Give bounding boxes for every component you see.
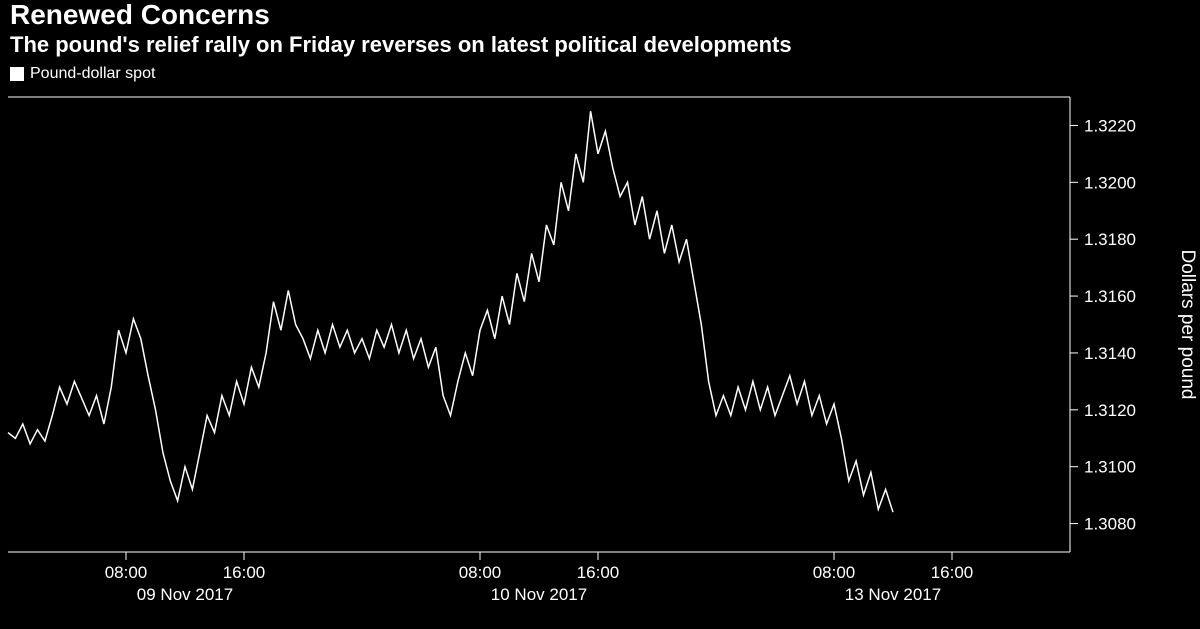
svg-text:Dollars per pound: Dollars per pound — [1177, 249, 1198, 399]
legend-label: Pound-dollar spot — [30, 65, 155, 83]
chart-subtitle: The pound's relief rally on Friday rever… — [10, 33, 1190, 57]
legend-swatch — [10, 67, 24, 81]
svg-text:16:00: 16:00 — [931, 563, 974, 582]
svg-text:13 Nov 2017: 13 Nov 2017 — [845, 585, 941, 604]
svg-text:1.3220: 1.3220 — [1084, 116, 1136, 135]
svg-text:10 Nov 2017: 10 Nov 2017 — [491, 585, 587, 604]
svg-text:1.3100: 1.3100 — [1084, 458, 1136, 477]
svg-text:08:00: 08:00 — [459, 563, 502, 582]
line-chart: 1.3080 1.3100 1.3120 1.3140 1.3160 1.3180 1.32… — [0, 87, 1200, 617]
svg-text:09 Nov 2017: 09 Nov 2017 — [137, 585, 233, 604]
svg-text:1.3180: 1.3180 — [1084, 230, 1136, 249]
svg-text:1.3140: 1.3140 — [1084, 344, 1136, 363]
chart-area: 1.3080 1.3100 1.3120 1.3140 1.3160 1.3180 1.32… — [0, 87, 1200, 617]
svg-text:1.3160: 1.3160 — [1084, 287, 1136, 306]
svg-text:08:00: 08:00 — [813, 563, 856, 582]
svg-text:08:00: 08:00 — [105, 563, 148, 582]
svg-text:1.3080: 1.3080 — [1084, 515, 1136, 534]
chart-legend: Pound-dollar spot — [0, 65, 1200, 83]
svg-text:16:00: 16:00 — [577, 563, 620, 582]
svg-text:1.3200: 1.3200 — [1084, 173, 1136, 192]
svg-text:16:00: 16:00 — [223, 563, 266, 582]
chart-title: Renewed Concerns — [10, 0, 1190, 31]
svg-text:1.3120: 1.3120 — [1084, 401, 1136, 420]
chart-header: Renewed Concerns The pound's relief rall… — [0, 0, 1200, 65]
